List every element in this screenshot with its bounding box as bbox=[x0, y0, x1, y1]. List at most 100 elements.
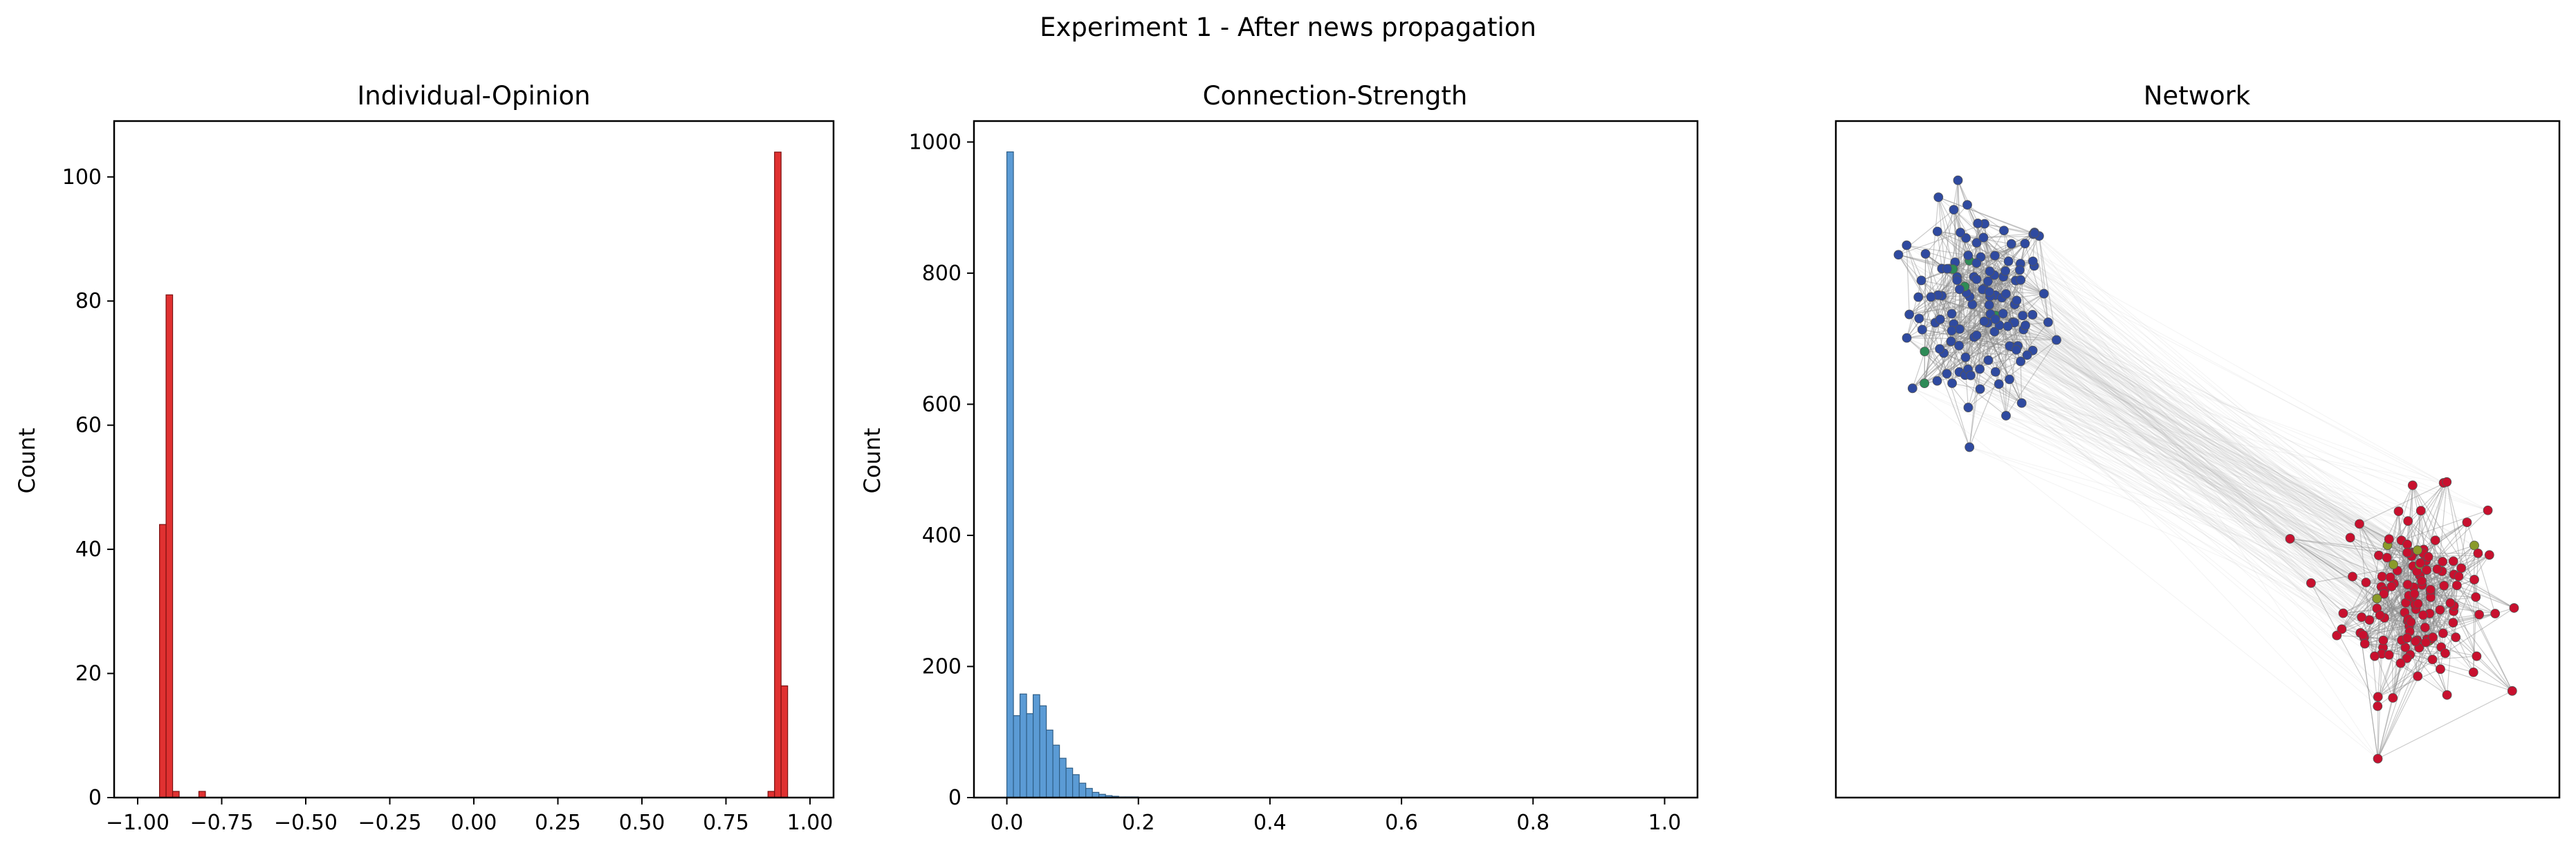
network-edge bbox=[1982, 289, 2426, 628]
network-edge bbox=[2034, 232, 2427, 562]
network-edge bbox=[2011, 243, 2034, 351]
network-edge bbox=[2414, 573, 2454, 594]
network-node bbox=[2389, 560, 2398, 570]
network-node bbox=[2012, 295, 2022, 306]
network-edge bbox=[1931, 296, 2408, 553]
network-edge bbox=[1956, 276, 2409, 553]
figure-suptitle: Experiment 1 - After news propagation bbox=[1040, 12, 1536, 42]
network-edge bbox=[1989, 270, 2414, 588]
network-node bbox=[2490, 609, 2501, 618]
network-edge bbox=[1976, 279, 1985, 322]
network-edge bbox=[1968, 407, 2420, 576]
network-edge bbox=[2407, 620, 2456, 638]
network-edge bbox=[1976, 335, 2454, 612]
network-node bbox=[1971, 258, 1982, 268]
network-node bbox=[1932, 226, 1942, 237]
network-edge bbox=[2381, 564, 2420, 654]
connection-xtick-label: 0.2 bbox=[1122, 811, 1155, 835]
network-edge bbox=[1965, 374, 2409, 522]
opinion-bar bbox=[159, 524, 167, 798]
network-edge bbox=[1938, 196, 2398, 571]
network-edge bbox=[2412, 485, 2513, 692]
network-edge bbox=[1987, 281, 2044, 295]
network-edge bbox=[1998, 383, 2023, 404]
network-edge bbox=[2377, 668, 2441, 697]
network-edge bbox=[1937, 345, 1960, 381]
network-edge bbox=[1906, 338, 1947, 374]
network-node bbox=[2386, 581, 2397, 591]
network-node bbox=[2472, 651, 2482, 661]
network-edge bbox=[1969, 242, 1978, 297]
network-edge bbox=[2364, 631, 2410, 645]
network-edge bbox=[1966, 292, 2454, 576]
network-edge bbox=[2021, 403, 2409, 596]
network-edge bbox=[1924, 351, 1969, 408]
network-edge bbox=[2409, 631, 2443, 634]
network-edge bbox=[2290, 538, 2456, 638]
network-edge bbox=[1959, 371, 2411, 623]
network-node bbox=[2375, 610, 2385, 620]
network-node bbox=[1985, 266, 1995, 277]
network-node bbox=[2439, 580, 2449, 591]
network-edge bbox=[1953, 323, 2405, 613]
connection-bar bbox=[1019, 693, 1027, 798]
network-node bbox=[2413, 598, 2423, 609]
network-node bbox=[2403, 516, 2413, 526]
network-edge bbox=[1909, 296, 1970, 315]
network-edge bbox=[2377, 642, 2427, 759]
network-node bbox=[2438, 557, 2447, 567]
network-edge bbox=[2014, 322, 2353, 578]
network-edge bbox=[2008, 261, 2429, 642]
network-edge bbox=[2407, 520, 2459, 577]
connection-histogram-bars bbox=[1006, 151, 1139, 798]
network-node bbox=[2448, 556, 2458, 567]
network-edge bbox=[2425, 553, 2478, 643]
network-node bbox=[2370, 651, 2380, 661]
network-edge bbox=[1937, 231, 2385, 591]
network-edge bbox=[1984, 321, 2290, 540]
network-edge bbox=[2359, 523, 2455, 607]
network-edge bbox=[2363, 613, 2496, 636]
network-edge bbox=[2427, 561, 2454, 640]
network-node bbox=[2423, 552, 2434, 562]
network-edge bbox=[2343, 603, 2451, 614]
network-node bbox=[2373, 551, 2384, 560]
network-edge bbox=[1967, 255, 2382, 654]
network-node bbox=[2338, 608, 2348, 618]
network-edge bbox=[2008, 261, 2407, 659]
network-node bbox=[2003, 256, 2014, 266]
network-edge bbox=[1959, 371, 2362, 618]
network-edge bbox=[2017, 345, 2474, 673]
network-node bbox=[1953, 175, 1963, 185]
network-edge bbox=[1912, 387, 2377, 599]
network-node bbox=[2432, 564, 2442, 574]
network-node bbox=[1947, 309, 1957, 319]
network-node bbox=[2001, 411, 2011, 421]
network-edge bbox=[1956, 255, 1996, 281]
network-node bbox=[1994, 379, 2004, 389]
connection-histogram-title: Connection-Strength bbox=[1203, 81, 1468, 111]
network-edge bbox=[1980, 388, 2408, 545]
network-edge bbox=[2025, 324, 2418, 641]
network-edge bbox=[2009, 345, 2366, 645]
network-edge bbox=[1983, 237, 2432, 640]
network-edge bbox=[2020, 360, 2514, 609]
network-edge bbox=[1912, 387, 2431, 598]
connection-xtick-label: 0.8 bbox=[1516, 811, 1549, 835]
network-node bbox=[2022, 350, 2032, 360]
network-edge bbox=[1898, 254, 2413, 567]
network-edge bbox=[2380, 575, 2420, 616]
network-edge bbox=[1924, 322, 2015, 384]
network-edge bbox=[1940, 313, 1991, 320]
network-edge bbox=[2429, 613, 2513, 692]
network-edge bbox=[1940, 319, 2454, 623]
network-edge bbox=[2016, 349, 2418, 605]
network-edge bbox=[1989, 304, 2407, 603]
network-edge bbox=[1948, 268, 2451, 604]
network-edge bbox=[2003, 235, 2040, 314]
network-edge bbox=[2350, 537, 2414, 588]
network-edge bbox=[1924, 253, 1926, 384]
opinion-xtick-label: −0.50 bbox=[274, 811, 338, 835]
network-edge bbox=[1995, 318, 2480, 615]
network-edge bbox=[1952, 268, 2474, 673]
